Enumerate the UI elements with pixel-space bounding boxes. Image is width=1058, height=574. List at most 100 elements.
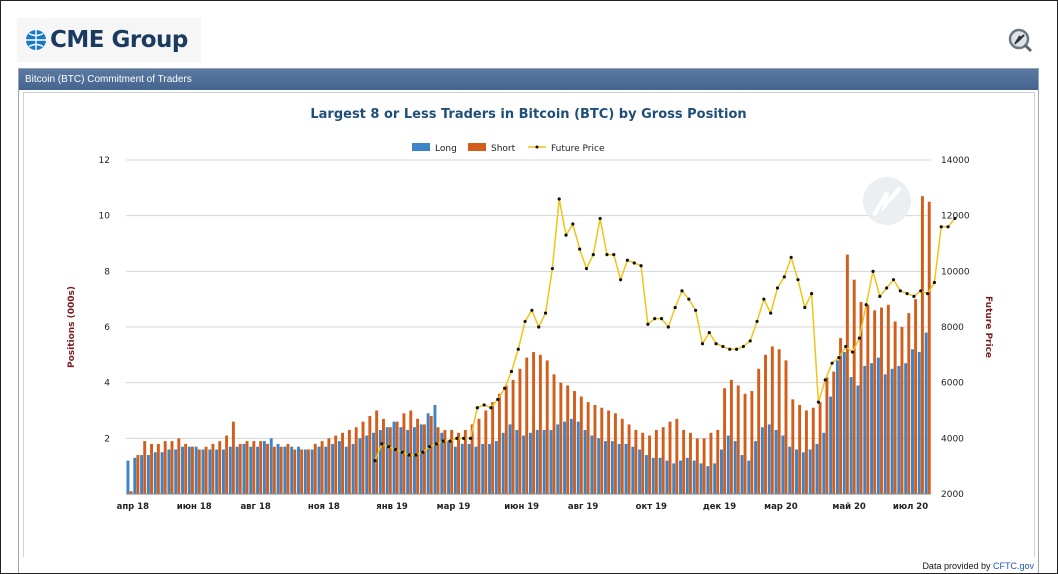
price-point bbox=[557, 197, 561, 201]
price-point bbox=[653, 317, 657, 321]
long-bar bbox=[249, 446, 253, 494]
short-bar bbox=[170, 441, 174, 494]
short-bar bbox=[504, 385, 508, 494]
short-bar bbox=[238, 443, 242, 494]
data-source-note: Data provided by CFTC.gov bbox=[922, 561, 1034, 571]
long-bar bbox=[904, 363, 908, 494]
long-bar bbox=[331, 443, 335, 494]
short-bar bbox=[695, 438, 699, 494]
short-bar bbox=[388, 427, 392, 494]
price-point bbox=[707, 330, 711, 335]
price-point bbox=[407, 453, 411, 457]
x-tick-label: авг 19 bbox=[568, 502, 598, 512]
price-point bbox=[584, 266, 589, 271]
short-bar bbox=[361, 421, 365, 494]
x-tick-label: апр 18 bbox=[117, 502, 150, 512]
x-tick-label: июл 20 bbox=[893, 502, 928, 512]
x-tick-label: июн 18 bbox=[177, 502, 212, 512]
price-point bbox=[748, 339, 752, 343]
watermark-bolt bbox=[872, 186, 902, 217]
long-bar bbox=[460, 443, 464, 494]
long-bar bbox=[467, 443, 471, 494]
long-bar bbox=[617, 443, 621, 494]
price-point bbox=[414, 453, 418, 457]
x-tick-label: ноя 18 bbox=[308, 502, 340, 512]
short-bar bbox=[136, 455, 140, 494]
long-bar bbox=[597, 438, 601, 494]
short-bar bbox=[429, 416, 433, 494]
long-bar bbox=[337, 441, 341, 494]
globe-icon bbox=[26, 30, 46, 50]
long-bar bbox=[829, 396, 833, 494]
long-bar bbox=[726, 435, 730, 494]
price-point bbox=[837, 356, 841, 360]
price-point bbox=[455, 436, 459, 440]
price-point bbox=[741, 344, 745, 349]
long-bar bbox=[917, 352, 921, 494]
x-tick-label: май 20 bbox=[832, 502, 866, 512]
short-bar bbox=[907, 313, 911, 494]
short-bar bbox=[470, 424, 474, 494]
long-bar bbox=[481, 443, 485, 494]
short-bar bbox=[498, 393, 501, 494]
price-point bbox=[803, 305, 807, 310]
short-bar bbox=[184, 443, 188, 494]
cot-panel: Bitcoin (BTC) Commitment of Traders Larg… bbox=[18, 68, 1039, 573]
long-bar bbox=[890, 368, 894, 494]
short-bar bbox=[552, 374, 556, 494]
long-bar bbox=[638, 449, 642, 494]
short-bar bbox=[634, 429, 638, 494]
short-bar bbox=[791, 399, 795, 494]
long-bar bbox=[672, 463, 676, 494]
long-bar bbox=[426, 413, 430, 494]
y-tick-label: 12 bbox=[99, 156, 110, 166]
long-bar bbox=[699, 463, 703, 494]
cme-logo[interactable]: CME Group bbox=[17, 18, 201, 62]
long-bar bbox=[569, 418, 573, 494]
short-bar bbox=[368, 416, 372, 494]
long-bar bbox=[283, 446, 287, 494]
price-point bbox=[891, 278, 896, 282]
short-bar bbox=[873, 310, 877, 494]
short-bar bbox=[279, 446, 283, 494]
short-bar bbox=[259, 441, 263, 494]
short-bar bbox=[245, 441, 249, 494]
legend-label-1: Short bbox=[491, 144, 516, 154]
price-point bbox=[434, 442, 439, 446]
long-bar bbox=[167, 449, 171, 494]
panel-title: Bitcoin (BTC) Commitment of Traders bbox=[19, 69, 1038, 90]
short-bar bbox=[231, 421, 235, 494]
short-bar bbox=[197, 449, 201, 494]
short-bar bbox=[416, 418, 420, 494]
short-bar bbox=[682, 429, 686, 494]
long-bar bbox=[760, 427, 764, 494]
short-bar bbox=[886, 304, 890, 494]
long-bar bbox=[808, 449, 812, 494]
long-bar bbox=[453, 446, 457, 494]
price-point bbox=[489, 406, 493, 410]
long-bar bbox=[399, 427, 403, 494]
price-point bbox=[700, 342, 705, 346]
long-bar bbox=[590, 435, 594, 494]
short-bar bbox=[272, 446, 276, 494]
short-bar bbox=[422, 424, 426, 494]
price-point bbox=[605, 253, 609, 257]
price-point bbox=[598, 216, 602, 221]
long-bar bbox=[556, 424, 560, 494]
price-point bbox=[380, 442, 384, 446]
price-point bbox=[578, 247, 582, 251]
short-bar bbox=[770, 346, 774, 494]
short-bar bbox=[156, 443, 160, 494]
price-point bbox=[639, 264, 643, 268]
long-bar bbox=[365, 435, 369, 494]
quikstrike-icon[interactable] bbox=[1007, 27, 1033, 53]
short-bar bbox=[811, 407, 815, 494]
cftc-link[interactable]: CFTC.gov bbox=[992, 561, 1034, 571]
long-bar bbox=[174, 449, 178, 494]
price-point bbox=[550, 266, 554, 271]
price-point bbox=[400, 450, 404, 454]
y-tick-label: 6 bbox=[104, 323, 110, 333]
long-bar bbox=[631, 446, 635, 494]
price-point bbox=[796, 278, 800, 282]
